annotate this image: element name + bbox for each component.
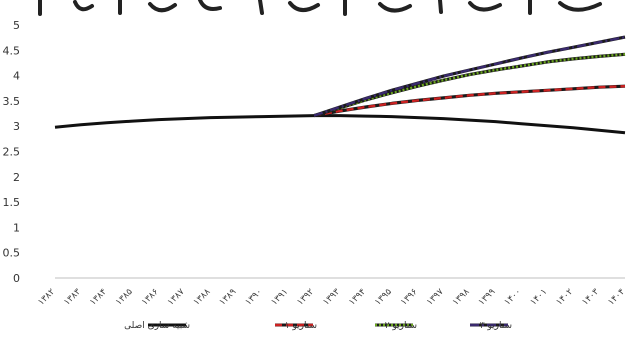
legend-label: سناریو ۱ (285, 321, 317, 331)
x-tick-label: ۱۳۹۱ (270, 287, 291, 308)
y-tick-label: 4 (13, 70, 20, 83)
x-tick-label: ۱۳۸۲ (36, 287, 57, 308)
y-tick-label: 1 (13, 221, 20, 234)
x-tick-label: ۱۳۸۳ (62, 287, 83, 308)
x-tick-label: ۱۴۰۳ (580, 287, 601, 308)
y-tick-label: 1.5 (3, 196, 21, 209)
y-tick-label: 3 (13, 120, 20, 133)
x-tick-label: ۱۳۹۷ (425, 287, 446, 308)
y-tick-label: 2.5 (3, 146, 21, 159)
series-line-overlay-2 (313, 85, 626, 117)
y-axis: 0 0.5 1 1.5 2 2.5 3 3.5 4 4.5 5 (3, 19, 21, 285)
x-tick-label: ۱۳۸۵ (114, 287, 135, 308)
series-lines (54, 35, 626, 135)
y-tick-label: 2 (13, 171, 20, 184)
y-tick-label: 4.5 (3, 44, 21, 57)
series-line-overlay-4 (313, 35, 626, 117)
y-tick-label: 0 (13, 272, 20, 285)
x-tick-label: ۱۳۹۴ (347, 287, 368, 308)
x-tick-label: ۱۳۸۸ (192, 287, 213, 308)
x-tick-label: ۱۳۹۹ (477, 287, 498, 308)
x-tick-label: ۱۴۰۴ (606, 287, 627, 308)
legend-label: سناریو ۲ (385, 321, 417, 331)
x-tick-label: ۱۳۹۳ (321, 287, 342, 308)
legend-label: شبیه سازی اصلی (124, 321, 190, 331)
y-tick-label: 3.5 (3, 95, 21, 108)
y-tick-label: 5 (13, 19, 20, 32)
x-tick-label: ۱۳۸۴ (88, 287, 109, 308)
x-tick-label: ۱۳۹۶ (399, 287, 420, 308)
x-tick-label: ۱۳۹۸ (451, 287, 472, 308)
x-tick-label: ۱۴۰۰ (503, 287, 524, 308)
series-line-4 (313, 35, 626, 118)
legend-label: سناریو ۳ (480, 321, 512, 331)
x-tick-label: ۱۴۰۲ (555, 287, 576, 308)
x-tick-label: ۱۳۹۰ (244, 287, 265, 308)
x-axis: ۱۳۸۲ ۱۳۸۳ ۱۳۸۴ ۱۳۸۵ ۱۳۸۶ ۱۳۸۷ ۱۳۸۸ ۱۳۸۹ ۱۳۹۰ ۱۳۹۱… (36, 277, 627, 308)
y-tick-label: 0.5 (3, 247, 21, 260)
x-tick-label: ۱۳۹۵ (373, 287, 394, 308)
x-tick-label: ۱۳۸۶ (140, 287, 161, 308)
x-tick-label: ۱۳۹۲ (295, 287, 316, 308)
series-line-overlay-3 (313, 53, 626, 117)
cropped-title-fragment (38, 0, 602, 16)
series-line-1 (54, 114, 626, 135)
x-tick-label: ۱۴۰۱ (529, 287, 550, 308)
x-tick-label: ۱۳۸۹ (218, 287, 239, 308)
x-tick-label: ۱۳۸۷ (166, 287, 187, 308)
legend: شبیه سازی اصلی سناریو ۱ سناریو ۲ سناریو ۳ (124, 321, 512, 331)
